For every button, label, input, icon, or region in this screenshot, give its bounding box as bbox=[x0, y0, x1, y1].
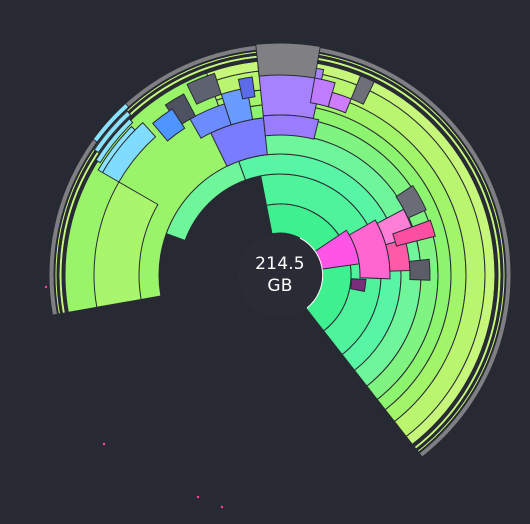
cyan-strip-0[interactable] bbox=[97, 125, 136, 174]
sunburst-sectors bbox=[48, 42, 512, 458]
center-ring bbox=[238, 233, 322, 317]
grey-file-2[interactable] bbox=[186, 72, 222, 105]
grey-pink-file[interactable] bbox=[395, 184, 427, 219]
pink-spike[interactable] bbox=[392, 219, 436, 247]
speck-1 bbox=[44, 285, 48, 289]
cyan-strip-1[interactable] bbox=[95, 118, 134, 164]
grey-block-top[interactable] bbox=[255, 42, 321, 79]
blue-tall[interactable] bbox=[152, 108, 186, 142]
center-ring-highlight bbox=[299, 237, 324, 309]
total-size-unit: GB bbox=[267, 276, 293, 296]
center-size-button[interactable]: 214.5 GB bbox=[238, 233, 322, 317]
scattered-specks bbox=[44, 285, 224, 509]
outer-band-thin-2[interactable] bbox=[54, 49, 506, 454]
violet-sub-2[interactable] bbox=[327, 91, 352, 114]
cyan-strip-3[interactable] bbox=[92, 102, 130, 143]
left-green-inner[interactable] bbox=[165, 160, 247, 242]
purple-base[interactable] bbox=[262, 114, 320, 140]
plum-file[interactable] bbox=[350, 278, 367, 292]
grey-spike[interactable] bbox=[350, 75, 375, 105]
cyan-strip-2[interactable] bbox=[93, 110, 132, 154]
blue-sliver[interactable] bbox=[237, 76, 256, 100]
speck-3 bbox=[220, 505, 224, 509]
speck-2 bbox=[196, 495, 200, 499]
speck-0 bbox=[102, 442, 106, 446]
pink-outer-2[interactable] bbox=[385, 238, 411, 272]
total-size-value: 214.5 bbox=[255, 254, 305, 274]
grey-small[interactable] bbox=[408, 258, 431, 281]
free-space-ring[interactable] bbox=[48, 43, 512, 458]
